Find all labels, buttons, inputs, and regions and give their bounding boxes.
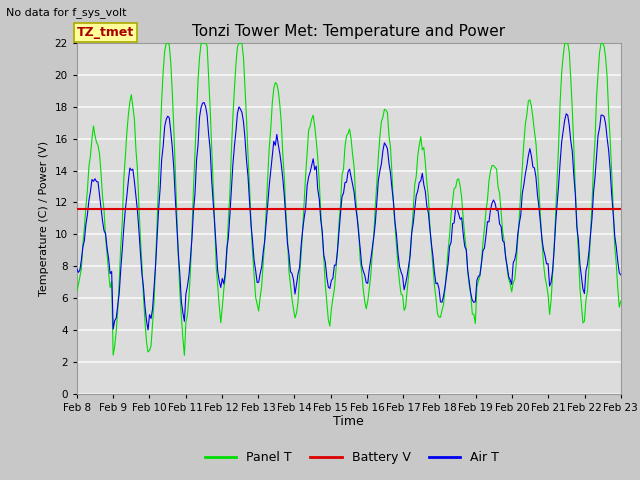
Text: No data for f_sys_volt: No data for f_sys_volt xyxy=(6,7,127,18)
Y-axis label: Temperature (C) / Power (V): Temperature (C) / Power (V) xyxy=(39,141,49,296)
Legend: Panel T, Battery V, Air T: Panel T, Battery V, Air T xyxy=(200,446,504,469)
X-axis label: Time: Time xyxy=(333,415,364,429)
Title: Tonzi Tower Met: Temperature and Power: Tonzi Tower Met: Temperature and Power xyxy=(192,24,506,39)
Text: TZ_tmet: TZ_tmet xyxy=(77,26,134,39)
